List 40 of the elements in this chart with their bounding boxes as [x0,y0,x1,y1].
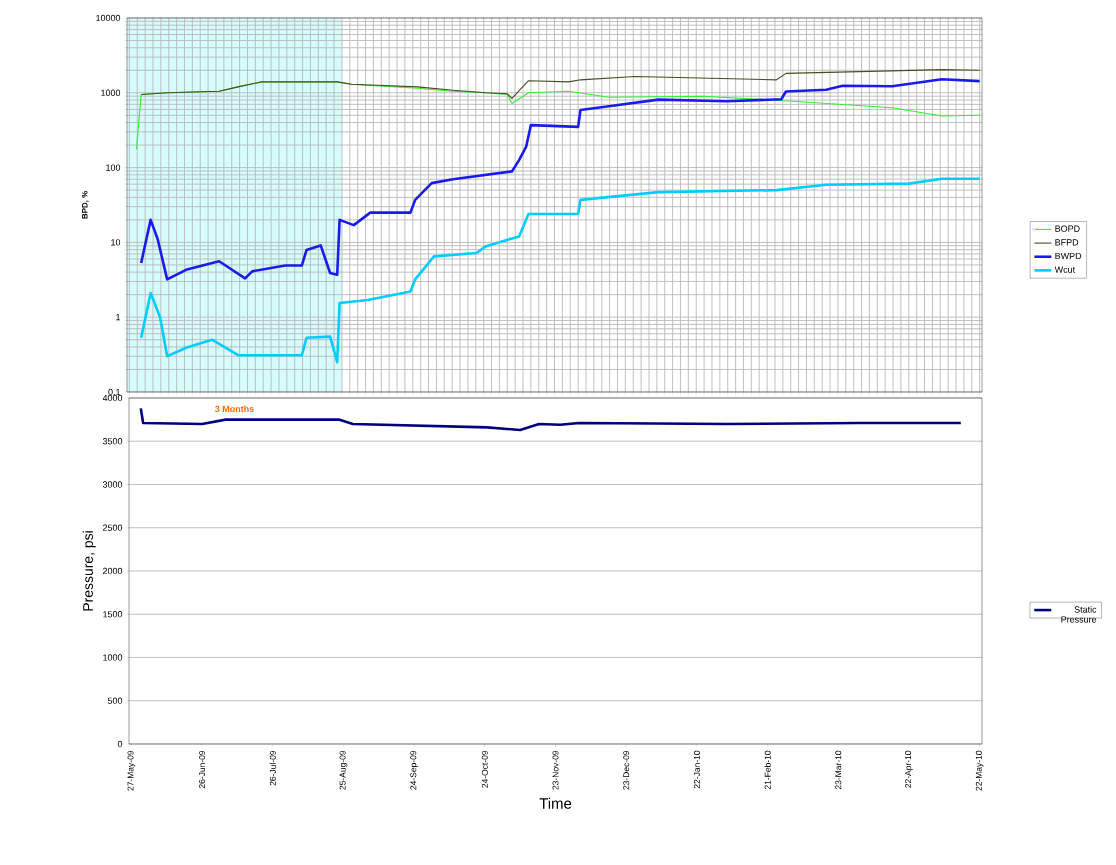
x-tick-label: 24-Sep-09 [410,750,418,790]
y-tick-label: 1000 [103,654,123,661]
y-tick-label: 0 [117,740,123,748]
x-tick-label: 21-Feb-10 [764,750,771,790]
x-tick-label: 22-Jan-10 [693,750,700,789]
y-tick-label: 3500 [102,438,123,445]
y-tick-label: 10000 [96,14,121,22]
y-tick-label: 500 [107,697,123,704]
x-tick-label: 27-May-09 [127,750,136,791]
y-axis-title: Pressure, psi [82,531,96,611]
y-tick-label: 1500 [103,611,123,618]
line-series [139,177,981,364]
x-tick-label: 23-Mar-10 [835,750,842,790]
y-tick-label: 1 [116,314,121,321]
text: Static Pressure [1061,606,1097,623]
legend-label: BOPD [1055,225,1080,232]
y-tick-label: 0.1 [108,388,121,396]
y-tick-label: 2500 [103,524,123,531]
legend-label: BWPD [1055,252,1082,260]
y-tick-label: 100 [106,164,121,171]
line-series [139,77,981,281]
y-tick-label: 4000 [102,394,123,402]
band-label: 3 Months [215,405,254,413]
x-tick-label: 25-Aug-09 [339,750,348,790]
x-tick-label: 26-Jun-09 [199,750,206,789]
line-series [140,69,981,99]
line-series [139,407,963,432]
y-tick-label: 1000 [101,89,121,96]
x-tick-label: 22-Apr-10 [905,750,913,788]
x-tick-label: 26-Jul-09 [269,750,276,786]
x-tick-label: 23-Dec-09 [623,750,630,790]
x-tick-label: 24-Oct-09 [481,750,488,788]
legend-label: Wcut [1054,266,1076,273]
y-tick-label: 3000 [102,481,123,488]
x-tick-label: 22-May-10 [975,750,984,791]
x-axis-title: Time [539,797,572,809]
legend-label: BFPD [1055,239,1079,246]
y-tick-label: 10 [111,239,121,246]
x-tick-label: 23-Nov-09 [552,750,559,790]
y-tick-label: 2000 [103,567,123,575]
